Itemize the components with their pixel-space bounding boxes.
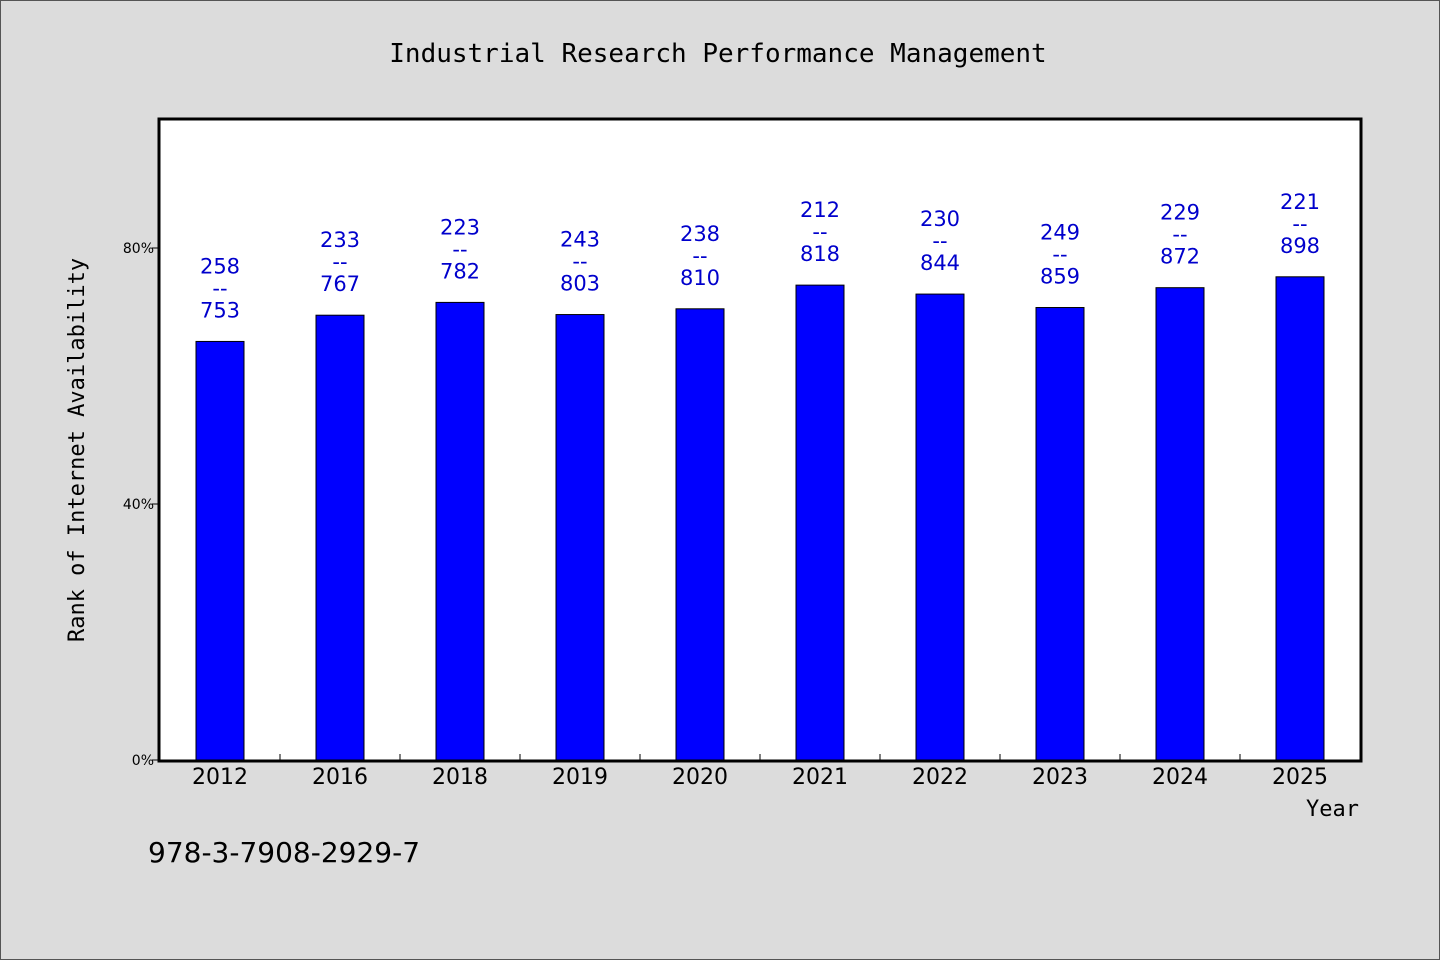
data-label-bottom: 898 — [1280, 234, 1320, 258]
data-label-separator: -- — [692, 244, 707, 268]
bar-2024 — [1155, 287, 1205, 761]
x-tick-label: 2018 — [432, 765, 488, 790]
data-label-separator: -- — [572, 250, 587, 274]
y-tick-label: 0% — [132, 753, 154, 769]
data-label-top: 233 — [320, 228, 360, 252]
x-tick-label: 2021 — [792, 765, 848, 790]
data-label-separator: -- — [1292, 212, 1307, 236]
data-label-top: 238 — [680, 222, 720, 246]
bar-2018 — [435, 301, 485, 761]
x-axis: 2012 2016 2018 2019 2020 2021 2022 2023 2024 2025 — [192, 754, 1328, 790]
data-label-separator: -- — [452, 237, 467, 261]
data-label-separator: -- — [932, 229, 947, 253]
data-label-bottom: 753 — [200, 298, 240, 322]
data-label-top: 230 — [920, 207, 960, 231]
bar-2021 — [795, 284, 845, 761]
x-tick-label: 2024 — [1152, 765, 1208, 790]
data-label-top: 223 — [440, 215, 480, 239]
x-tick-label: 2019 — [552, 765, 608, 790]
bar-2012 — [195, 340, 245, 761]
data-label-top: 229 — [1160, 201, 1200, 225]
bar-2020 — [675, 308, 725, 761]
bar-2023 — [1035, 307, 1085, 761]
bar-2025 — [1275, 276, 1325, 761]
isbn-footnote: 978-3-7908-2929-7 — [148, 836, 420, 869]
x-tick-label: 2023 — [1032, 765, 1088, 790]
x-tick-label: 2012 — [192, 765, 248, 790]
data-label-separator: -- — [332, 250, 347, 274]
x-tick-label: 2020 — [672, 765, 728, 790]
bar-2019 — [555, 314, 605, 761]
x-tick-label: 2025 — [1272, 765, 1328, 790]
data-label-separator: -- — [812, 220, 827, 244]
data-label-separator: -- — [1052, 243, 1067, 267]
data-label-bottom: 810 — [680, 266, 720, 290]
y-axis: 0% 40% 80% — [123, 241, 160, 769]
x-axis-title: Year — [1306, 797, 1359, 822]
data-label-bottom: 803 — [560, 272, 600, 296]
y-axis-title: Rank of Internet Availability — [65, 258, 90, 642]
data-label-bottom: 818 — [800, 242, 840, 266]
data-labels-layer: 258--753233--767223--782243--803238--810… — [200, 190, 1320, 323]
data-label-top: 249 — [1040, 221, 1080, 245]
bars-layer — [195, 276, 1325, 761]
bar-2022 — [915, 293, 965, 761]
chart-title: Industrial Research Performance Manageme… — [389, 39, 1046, 69]
y-tick-label: 80% — [123, 241, 154, 257]
data-label-bottom: 782 — [440, 259, 480, 283]
data-label-bottom: 872 — [1160, 245, 1200, 269]
data-label-top: 258 — [200, 254, 240, 278]
data-label-top: 212 — [800, 198, 840, 222]
data-label-bottom: 767 — [320, 272, 360, 296]
y-tick-label: 40% — [123, 497, 154, 513]
data-label-top: 221 — [1280, 190, 1320, 214]
data-label-separator: -- — [1172, 223, 1187, 247]
data-label-bottom: 844 — [920, 251, 960, 275]
data-label-bottom: 859 — [1040, 265, 1080, 289]
bar-2016 — [315, 314, 365, 761]
data-label-top: 243 — [560, 228, 600, 252]
x-tick-label: 2022 — [912, 765, 968, 790]
x-tick-label: 2016 — [312, 765, 368, 790]
data-label-separator: -- — [212, 276, 227, 300]
